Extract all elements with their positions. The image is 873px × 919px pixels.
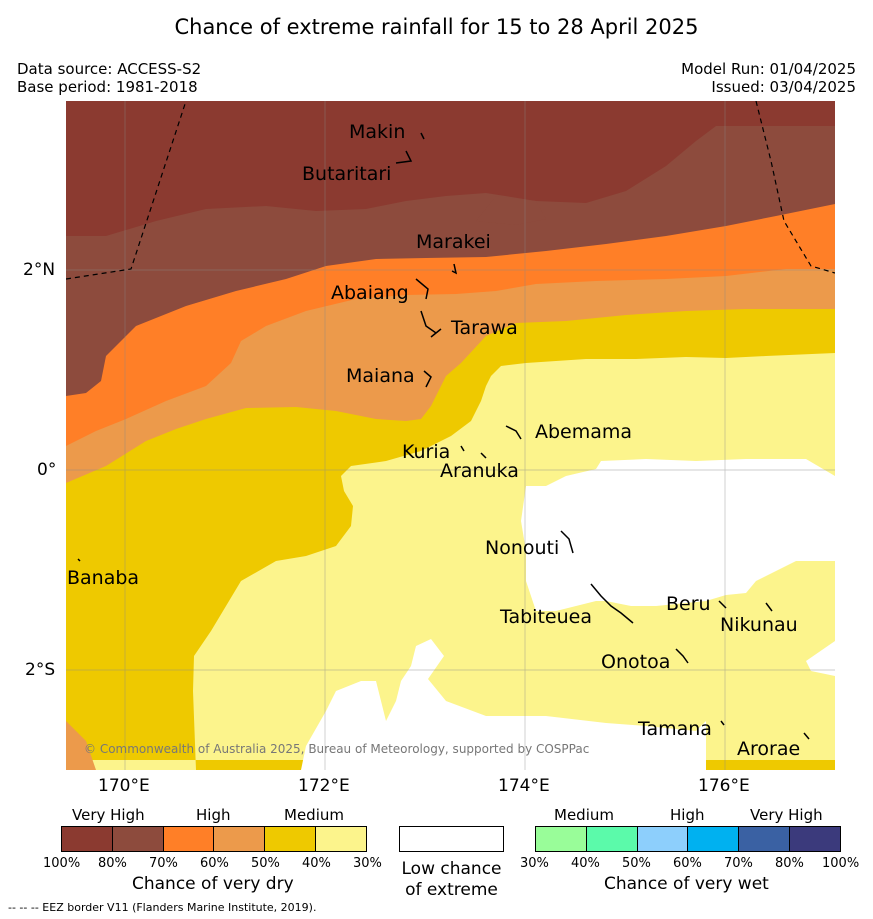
map-svg (66, 101, 835, 770)
island-label-butaritari: Butaritari (302, 163, 392, 185)
meta-left: Data source: ACCESS-S2 Base period: 1981… (17, 60, 201, 96)
zone-low-chance-sw (301, 639, 706, 770)
dry-cat-very-high: Very High (72, 806, 145, 824)
island-label-marakei: Marakei (416, 231, 491, 253)
grid-lines (66, 101, 835, 770)
island-label-onotoa: Onotoa (601, 651, 671, 673)
wet-swatch-1 (536, 827, 587, 851)
island-label-beru: Beru (666, 593, 711, 615)
dry-cat-medium: Medium (284, 806, 344, 824)
wet-cat-medium: Medium (554, 806, 614, 824)
page-title: Chance of extreme rainfall for 15 to 28 … (174, 15, 699, 39)
eez-border-note: -- -- -- EEZ border V11 (Flanders Marine… (8, 901, 317, 914)
island-label-tamana: Tamana (638, 718, 712, 740)
eez-border (66, 101, 835, 280)
wet-tick-60: 60% (673, 856, 702, 871)
island-label-maiana: Maiana (346, 365, 415, 387)
island-label-kuria: Kuria (402, 441, 451, 463)
copyright-note: © Commonwealth of Australia 2025, Bureau… (84, 742, 590, 756)
island-label-tarawa: Tarawa (451, 317, 518, 339)
dry-colorbar (61, 826, 367, 852)
low-chance-label: Low chance of extreme (399, 859, 504, 901)
issued-date: Issued: 03/04/2025 (711, 78, 856, 96)
zone-very-high-patch (476, 196, 546, 225)
wet-swatch-6 (790, 827, 840, 851)
wet-swatch-2 (586, 827, 638, 851)
lon-label-172e: 172°E (298, 776, 350, 796)
wet-swatch-4 (688, 827, 740, 851)
base-period: Base period: 1981-2018 (17, 78, 198, 96)
dry-tick-50: 50% (251, 856, 280, 871)
dry-tick-30: 30% (353, 856, 382, 871)
wet-tick-40: 40% (571, 856, 600, 871)
dry-swatch-4 (214, 827, 266, 851)
wet-cat-high: High (670, 806, 705, 824)
wet-legend-title: Chance of very wet (604, 874, 769, 894)
wet-tick-50: 50% (622, 856, 651, 871)
low-chance-line1: Low chance (401, 859, 502, 879)
dry-cat-high: High (196, 806, 231, 824)
dry-tick-100: 100% (43, 856, 81, 871)
dry-swatch-2 (112, 827, 164, 851)
lon-label-170e: 170°E (98, 776, 150, 796)
dry-swatch-6 (316, 827, 366, 851)
island-label-tabiteuea: Tabiteuea (500, 606, 592, 628)
map-panel: Makin Butaritari Marakei Abaiang Tarawa … (66, 101, 835, 770)
lon-label-176e: 176°E (698, 776, 750, 796)
island-label-aranuka: Aranuka (440, 460, 519, 482)
island-shapes (77, 132, 810, 740)
wet-swatch-3 (637, 827, 689, 851)
dry-legend-title: Chance of very dry (132, 874, 294, 894)
island-label-nikunau: Nikunau (720, 614, 798, 636)
lon-label-174e: 174°E (498, 776, 550, 796)
model-run: Model Run: 01/04/2025 (681, 60, 856, 78)
lat-label-2n: 2°N (23, 260, 56, 280)
wet-tick-30: 30% (520, 856, 549, 871)
island-label-nonouti: Nonouti (485, 537, 560, 559)
zone-medium-light (66, 353, 835, 770)
dry-swatch-1 (62, 827, 113, 851)
wet-tick-80: 80% (775, 856, 804, 871)
wet-cat-very-high: Very High (750, 806, 823, 824)
dry-tick-70: 70% (149, 856, 178, 871)
lat-label-0: 0° (37, 460, 57, 480)
low-chance-swatch (399, 826, 504, 852)
wet-tick-100: 100% (822, 856, 860, 871)
wet-tick-70: 70% (724, 856, 753, 871)
island-label-banaba: Banaba (67, 567, 140, 589)
lat-label-2s: 2°S (25, 660, 56, 680)
low-chance-line2: of extreme (405, 880, 498, 900)
dry-swatch-3 (163, 827, 215, 851)
dry-tick-60: 60% (200, 856, 229, 871)
island-label-arorae: Arorae (737, 738, 801, 760)
meta-right: Model Run: 01/04/2025 Issued: 03/04/2025 (681, 60, 856, 96)
island-label-abaiang: Abaiang (331, 282, 409, 304)
dry-tick-40: 40% (302, 856, 331, 871)
zone-low-chance-se (806, 641, 835, 676)
zone-medium-sw-corner (66, 721, 96, 770)
wet-swatch-5 (739, 827, 791, 851)
dry-tick-80: 80% (98, 856, 127, 871)
zone-low-chance (521, 459, 835, 611)
island-label-makin: Makin (349, 121, 406, 143)
wet-colorbar (535, 826, 841, 852)
island-label-abemama: Abemama (535, 421, 633, 443)
dry-swatch-5 (265, 827, 317, 851)
data-source: Data source: ACCESS-S2 (17, 60, 202, 78)
